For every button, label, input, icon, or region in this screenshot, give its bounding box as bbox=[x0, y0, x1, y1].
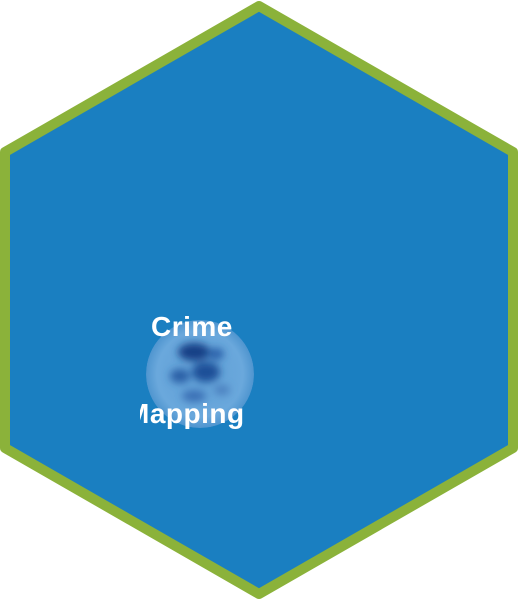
tile-label-line1: Crime bbox=[151, 311, 233, 342]
tile-label-line2: Mapping bbox=[140, 398, 245, 429]
blurred-map-icon bbox=[146, 320, 254, 428]
tile-label-line2-container: Mapping bbox=[140, 398, 258, 434]
